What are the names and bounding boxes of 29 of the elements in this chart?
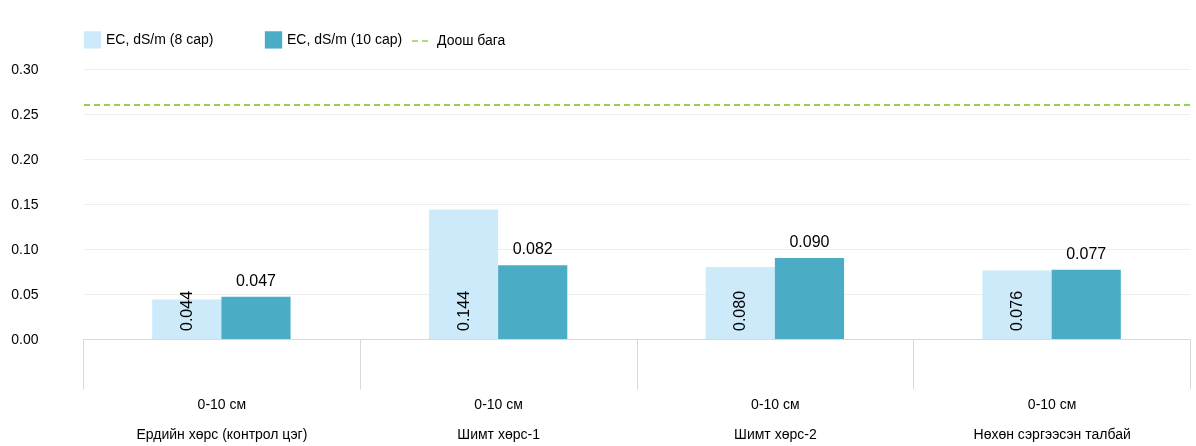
- y-tick-label: 0.10: [11, 240, 39, 257]
- bar: [1051, 269, 1121, 339]
- x-tick-label: 0-10 см Шимт хөрс-1: [457, 395, 541, 442]
- y-tick-label: 0.15: [11, 195, 39, 212]
- y-tick-label: 0.25: [11, 105, 39, 122]
- legend-label: EC, dS/m (8 сар): [106, 30, 214, 47]
- bar: [705, 267, 775, 339]
- y-tick-label: 0.20: [11, 150, 39, 167]
- data-label: 0.077: [1066, 244, 1107, 262]
- bar: [774, 258, 845, 339]
- data-label: 0.144: [454, 290, 472, 331]
- x-tick-label: 0-10 см Ердийн хөрс (контрол цэг): [136, 395, 308, 442]
- legend-label: Доош бага: [437, 32, 506, 48]
- data-label: 0.044: [177, 290, 195, 331]
- x-tick-label: 0-10 см Нөхөн сэргээсэн талбай: [973, 395, 1131, 442]
- bar: [498, 265, 568, 339]
- y-tick-label: 0.05: [11, 285, 39, 302]
- legend-label: EC, dS/m (10 сар): [287, 30, 403, 47]
- data-label: 0.082: [512, 240, 553, 258]
- data-label: 0.080: [731, 290, 749, 331]
- bar: [221, 296, 291, 339]
- bar: [982, 270, 1052, 339]
- data-label: 0.076: [1008, 290, 1026, 331]
- y-tick-label: 0.30: [11, 60, 39, 77]
- bar: [428, 209, 499, 339]
- data-label: 0.090: [789, 233, 830, 250]
- x-tick-label: 0-10 см Шимт хөрс-2: [734, 395, 817, 442]
- data-label: 0.047: [235, 271, 277, 289]
- y-tick-label: 0.00: [11, 330, 39, 347]
